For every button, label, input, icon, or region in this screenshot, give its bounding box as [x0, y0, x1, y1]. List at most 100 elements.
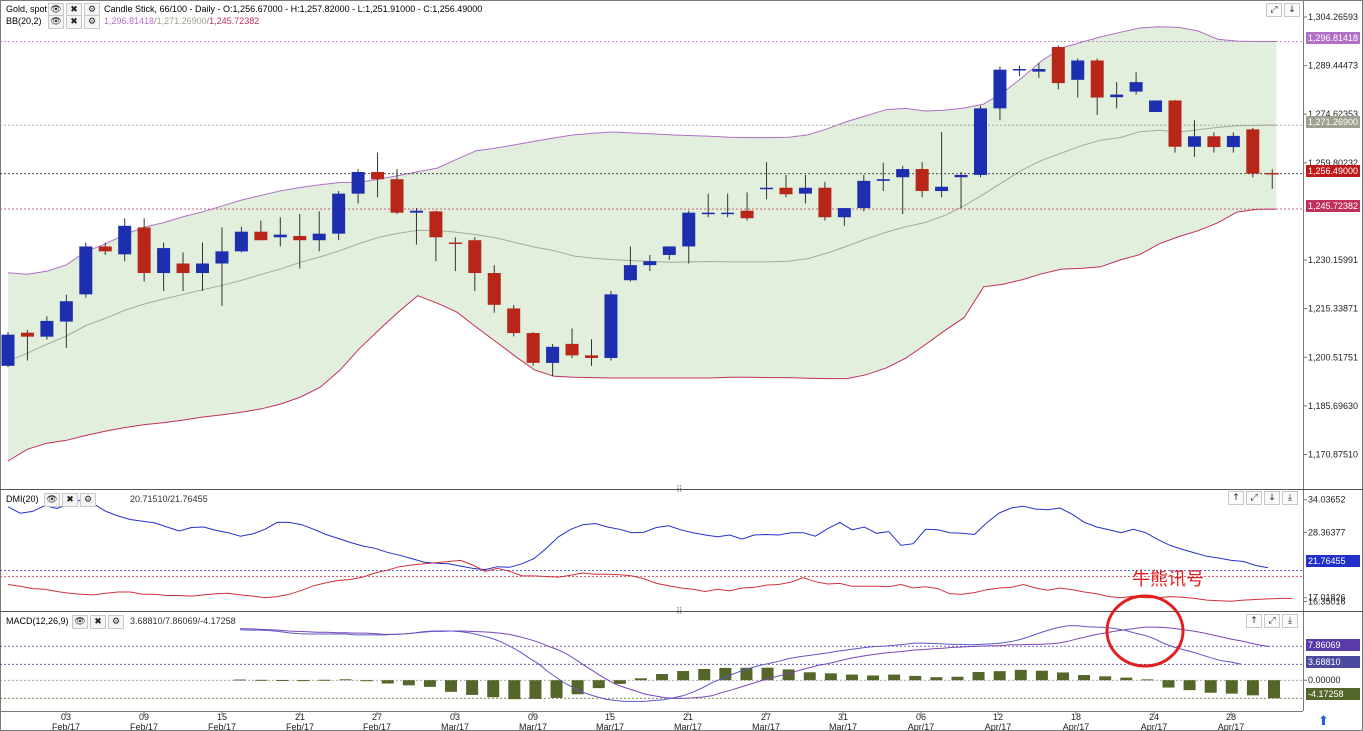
macd-histogram-bar: [1225, 680, 1238, 694]
candle-body: [429, 211, 443, 238]
x-tick-day: 31: [838, 712, 848, 722]
candle-body: [585, 355, 598, 358]
macd-histogram-bar: [318, 679, 331, 681]
macd-histogram-bar: [782, 669, 795, 681]
bb-gear-icon[interactable]: ⚙: [84, 15, 100, 29]
macd-histogram-bar: [276, 679, 289, 681]
candle-body: [118, 225, 132, 255]
macd-close-icon[interactable]: ✖: [90, 615, 106, 629]
macd-collapse-icon[interactable]: ⤓: [1282, 614, 1298, 628]
candle-body: [740, 210, 754, 219]
arrow-down-icon[interactable]: ↓: [1284, 3, 1300, 17]
macd-hist-tag: -4.17258: [1306, 688, 1360, 700]
x-tick-month: Feb/17: [52, 722, 80, 731]
x-tick-month: Apr/17: [985, 722, 1012, 731]
bollinger-middle-line: [7, 124, 1277, 362]
y-tick-label: 1,259.80232: [1308, 158, 1358, 168]
candle-body: [1226, 135, 1240, 148]
candle-body: [779, 187, 793, 195]
candle-body: [215, 251, 229, 264]
dmi-expand-icon[interactable]: ⤢: [1246, 491, 1262, 505]
y-tick-label: 28.36377: [1308, 527, 1346, 537]
candle-body: [1032, 69, 1046, 72]
close-price-text: 1,256.49000: [1308, 166, 1359, 176]
candle-body: [409, 210, 423, 213]
macd-histogram-bar: [719, 667, 732, 681]
y-tick-label: 1,274.62353: [1308, 109, 1358, 119]
macd-histogram-bar: [466, 680, 479, 695]
macd-histogram-bar: [845, 674, 858, 681]
bollinger-band-fill: [8, 26, 1277, 461]
candle-body: [935, 186, 949, 192]
dmi-collapse-icon[interactable]: ⤓: [1282, 491, 1298, 505]
candle-body: [798, 187, 812, 194]
macd-label: MACD(12,26,9): [6, 616, 69, 626]
dmi-arrow-down-icon[interactable]: ↓: [1264, 491, 1280, 505]
macd-eye-icon[interactable]: 👁: [72, 615, 88, 629]
dmi-label: DMI(20): [6, 494, 39, 504]
macd-histogram-bar: [1141, 679, 1154, 681]
drag-handle-icon-2[interactable]: ⠿: [676, 606, 683, 616]
bb-eye-icon[interactable]: 👁: [48, 15, 64, 29]
macd-histogram-bar: [339, 679, 352, 681]
bb-values: 1,296.81418/1,271.26900/1,245.72382: [104, 16, 260, 26]
bb-upper-tag: 1,296.81418: [1306, 32, 1360, 44]
bollinger-lower-line: [7, 208, 1277, 462]
bb-lower-value: 1,245.72382: [209, 16, 260, 26]
x-tick-month: Apr/17: [908, 722, 935, 731]
dmi-plus-line: [7, 499, 1269, 571]
y-tick-label: 0.00000: [1308, 675, 1341, 685]
x-tick-month: Apr/17: [1218, 722, 1245, 731]
x-tick-month: Mar/17: [441, 722, 469, 731]
drag-handle-icon[interactable]: ⠿: [676, 484, 683, 494]
y-tick-label: 1,200.51751: [1308, 352, 1358, 362]
candle-body: [312, 233, 326, 241]
macd-histogram-bar: [423, 680, 436, 687]
candle-body: [682, 212, 696, 247]
dmi-eye-icon[interactable]: 👁: [44, 493, 60, 507]
macd-histogram-bar: [888, 674, 901, 681]
macd-histogram-bar: [1056, 672, 1069, 681]
macd-histogram-bar: [487, 680, 500, 698]
candle-body: [371, 171, 385, 180]
dmi-arrow-up-icon[interactable]: ↑: [1228, 491, 1244, 505]
candle-body: [565, 343, 579, 356]
candle-body: [59, 301, 73, 322]
candle-body: [20, 332, 34, 337]
macd-histogram-bar: [656, 674, 669, 681]
macd-line-tag: 7.86069: [1306, 639, 1360, 651]
macd-histogram-bar: [592, 680, 605, 689]
macd-gear-icon[interactable]: ⚙: [108, 615, 124, 629]
macd-histogram-bar: [508, 680, 521, 700]
x-tick-month: Feb/17: [130, 722, 158, 731]
macd-histogram-bar: [1246, 680, 1259, 696]
x-tick-day: 27: [761, 712, 771, 722]
scroll-up-icon[interactable]: ⬆: [1318, 713, 1329, 728]
macd-histogram-bar: [1183, 680, 1196, 691]
candle-body: [1071, 60, 1085, 80]
macd-expand-icon[interactable]: ⤢: [1264, 614, 1280, 628]
candle-body: [332, 193, 346, 234]
expand-icon[interactable]: ⤢: [1266, 3, 1282, 17]
macd-signal-line: [239, 625, 1242, 702]
annotation-text: 牛熊讯号: [1132, 569, 1204, 590]
dmi-close-icon[interactable]: ✖: [62, 493, 78, 507]
bb-close-icon[interactable]: ✖: [66, 15, 82, 29]
candle-body: [254, 231, 268, 241]
y-tick-label: 34.03652: [1308, 495, 1346, 505]
macd-histogram-bar: [613, 680, 626, 684]
x-tick-month: Apr/17: [1141, 722, 1168, 731]
candle-body: [40, 320, 54, 337]
macd-histogram-bar: [381, 680, 394, 684]
dmi-gear-icon[interactable]: ⚙: [80, 493, 96, 507]
candle-body: [1051, 47, 1065, 84]
macd-arrow-up-icon[interactable]: ↑: [1246, 614, 1262, 628]
macd-histogram-bar: [550, 680, 563, 698]
y-tick-label: 1,304.26593: [1308, 12, 1358, 22]
candle-body: [448, 242, 462, 245]
candle-body: [1168, 100, 1182, 147]
x-tick-month: Mar/17: [829, 722, 857, 731]
y-tick-label: 1,230.15991: [1308, 255, 1358, 265]
candle-body: [1207, 136, 1221, 148]
